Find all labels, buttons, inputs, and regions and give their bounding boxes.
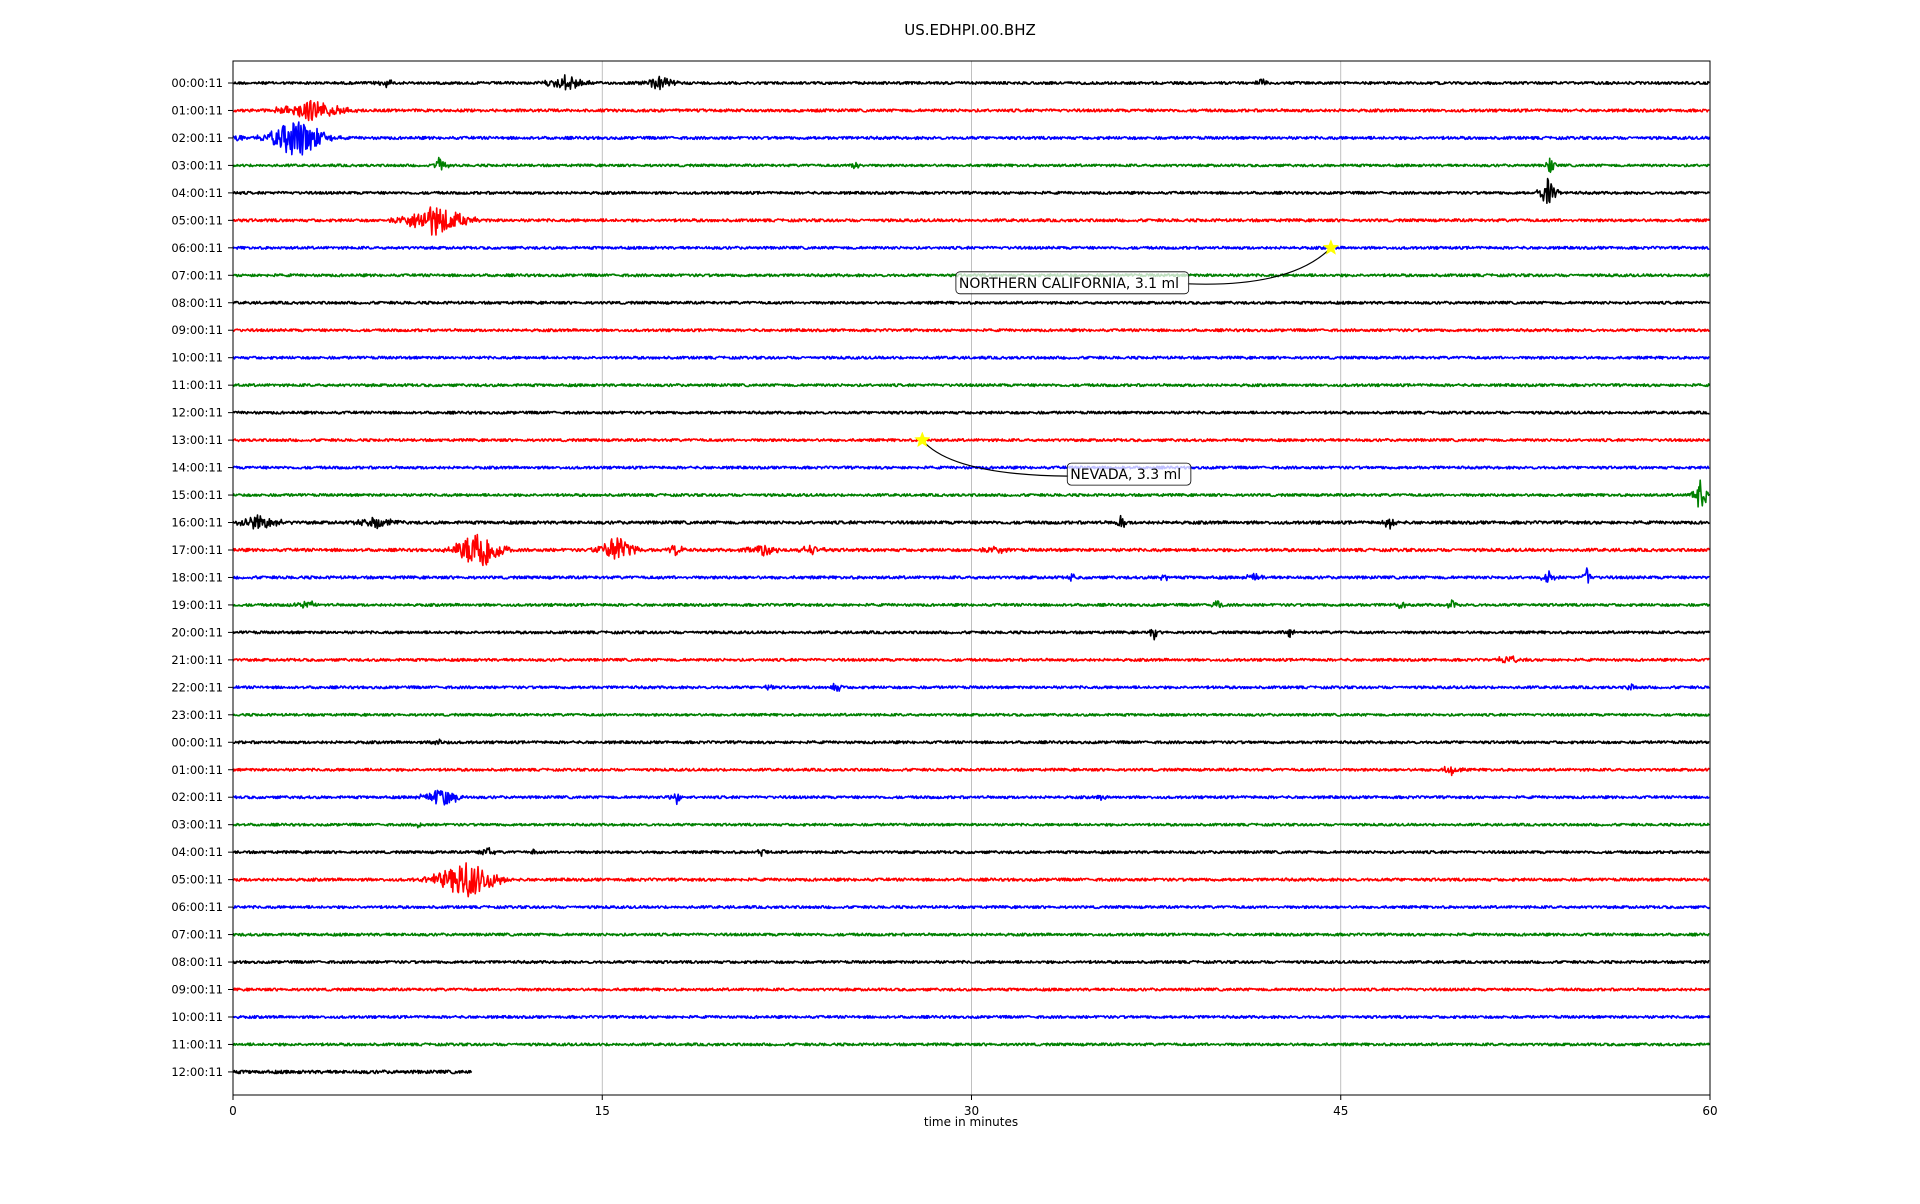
seismic-trace bbox=[232, 410, 1710, 415]
seismic-trace bbox=[232, 862, 1710, 898]
seismic-trace bbox=[232, 437, 1711, 443]
row-time-label: 15:00:11 bbox=[171, 488, 223, 502]
chart-title: US.EDHPI.00.BHZ bbox=[904, 21, 1036, 39]
seismic-trace bbox=[232, 383, 1711, 388]
seismic-trace bbox=[232, 846, 1710, 857]
seismic-trace bbox=[232, 789, 1710, 806]
x-tick-label: 45 bbox=[1333, 1104, 1348, 1118]
row-time-label: 04:00:11 bbox=[171, 845, 223, 859]
row-time-label: 22:00:11 bbox=[171, 680, 223, 694]
row-time-label: 10:00:11 bbox=[171, 351, 223, 365]
row-time-label: 04:00:11 bbox=[171, 186, 223, 200]
x-tick-layer: 0 15 30 45 60 bbox=[229, 1095, 1718, 1118]
seismic-trace bbox=[232, 987, 1711, 992]
trace-layer bbox=[232, 74, 1711, 1075]
row-time-label: 14:00:11 bbox=[171, 461, 223, 475]
row-time-label: 07:00:11 bbox=[171, 268, 223, 282]
row-time-label: 08:00:11 bbox=[171, 955, 223, 969]
seismic-trace bbox=[232, 121, 1711, 156]
seismic-trace bbox=[232, 765, 1710, 777]
row-time-label: 11:00:11 bbox=[171, 378, 223, 392]
seismic-trace bbox=[232, 465, 1710, 470]
x-tick-label: 15 bbox=[595, 1104, 610, 1118]
seismic-trace bbox=[232, 932, 1710, 937]
event-connector bbox=[1187, 247, 1332, 285]
x-axis-label: time in minutes bbox=[924, 1115, 1018, 1129]
seismic-trace bbox=[232, 567, 1710, 584]
event-connector bbox=[921, 439, 1069, 477]
row-time-label: 02:00:11 bbox=[171, 131, 223, 145]
seismic-trace bbox=[232, 682, 1710, 692]
row-time-label: 12:00:11 bbox=[171, 1065, 223, 1079]
row-label-layer: 00:00:11 01:00:11 02:00:11 03:00:11 04:00:11… bbox=[171, 76, 233, 1079]
seismic-trace bbox=[232, 712, 1711, 717]
event-star-marker bbox=[914, 431, 931, 448]
seismic-trace bbox=[232, 355, 1710, 360]
seismic-trace bbox=[232, 177, 1710, 204]
seismic-trace bbox=[232, 959, 1710, 965]
seismic-trace bbox=[232, 479, 1711, 508]
event-label: NEVADA, 3.3 ml bbox=[1070, 467, 1181, 483]
seismic-trace bbox=[232, 822, 1710, 829]
x-tick-label: 60 bbox=[1702, 1104, 1717, 1118]
x-tick-label: 0 bbox=[229, 1104, 237, 1118]
row-time-label: 10:00:11 bbox=[171, 1010, 223, 1024]
plot-frame bbox=[232, 60, 1711, 1096]
row-time-label: 09:00:11 bbox=[171, 983, 223, 997]
row-time-label: 13:00:11 bbox=[171, 433, 223, 447]
seismic-trace bbox=[232, 328, 1710, 333]
seismic-trace bbox=[232, 738, 1710, 746]
row-time-label: 17:00:11 bbox=[171, 543, 223, 557]
row-time-label: 00:00:11 bbox=[171, 735, 223, 749]
row-time-label: 21:00:11 bbox=[171, 653, 223, 667]
row-time-label: 09:00:11 bbox=[171, 323, 223, 337]
x-tick-label: 30 bbox=[964, 1104, 979, 1118]
event-label-box bbox=[1066, 462, 1192, 486]
row-time-label: 12:00:11 bbox=[171, 406, 223, 420]
row-time-label: 11:00:11 bbox=[171, 1037, 223, 1051]
row-time-label: 16:00:11 bbox=[171, 516, 223, 530]
row-time-label: 01:00:11 bbox=[171, 103, 223, 117]
seismic-trace bbox=[232, 655, 1710, 664]
row-time-label: 01:00:11 bbox=[171, 763, 223, 777]
event-label-box bbox=[955, 271, 1190, 295]
seismic-trace bbox=[232, 599, 1711, 610]
seismic-trace bbox=[232, 99, 1710, 122]
row-time-label: 06:00:11 bbox=[171, 900, 223, 914]
seismic-trace bbox=[232, 1069, 473, 1075]
seismic-trace bbox=[232, 514, 1710, 530]
seismic-trace bbox=[232, 300, 1710, 305]
seismic-trace bbox=[232, 156, 1710, 174]
row-time-label: 19:00:11 bbox=[171, 598, 223, 612]
event-label: NORTHERN CALIFORNIA, 3.1 ml bbox=[959, 276, 1179, 292]
seismic-trace bbox=[232, 206, 1711, 236]
row-time-label: 03:00:11 bbox=[171, 818, 223, 832]
seismic-trace bbox=[232, 533, 1711, 567]
event-annotation-layer: NORTHERN CALIFORNIA, 3.1 ml NEVADA, 3.3 m… bbox=[914, 239, 1340, 486]
row-time-label: 05:00:11 bbox=[171, 213, 223, 227]
row-time-label: 00:00:11 bbox=[171, 76, 223, 90]
row-time-label: 18:00:11 bbox=[171, 570, 223, 584]
row-time-label: 07:00:11 bbox=[171, 928, 223, 942]
seismic-trace bbox=[232, 74, 1710, 91]
row-time-label: 20:00:11 bbox=[171, 625, 223, 639]
seismic-trace bbox=[232, 245, 1710, 250]
row-time-label: 08:00:11 bbox=[171, 296, 223, 310]
seismic-trace bbox=[232, 1014, 1711, 1020]
event-star-marker bbox=[1322, 239, 1340, 255]
row-time-label: 03:00:11 bbox=[171, 158, 223, 172]
row-time-label: 05:00:11 bbox=[171, 873, 223, 887]
seismic-trace bbox=[232, 628, 1711, 641]
row-time-label: 02:00:11 bbox=[171, 790, 223, 804]
row-time-label: 06:00:11 bbox=[171, 241, 223, 255]
row-time-label: 23:00:11 bbox=[171, 708, 223, 722]
seismic-trace bbox=[232, 1042, 1711, 1047]
seismic-trace bbox=[232, 904, 1711, 910]
